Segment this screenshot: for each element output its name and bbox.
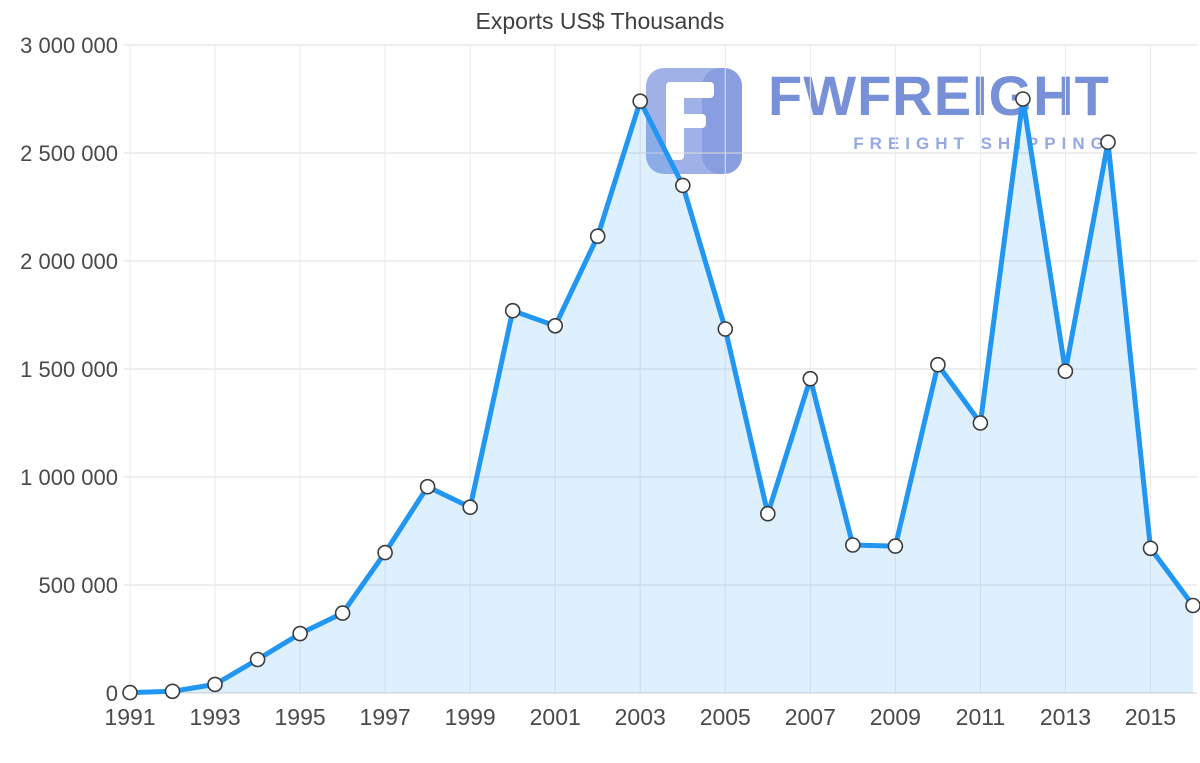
data-point[interactable] [122, 684, 138, 701]
data-point[interactable] [207, 676, 223, 693]
x-axis-label: 2011 [956, 704, 1005, 730]
chart-title: Exports US$ Thousands [475, 8, 725, 34]
data-point[interactable] [1185, 597, 1200, 614]
y-axis-label: 1 500 000 [20, 357, 118, 382]
x-axis-label: 1999 [445, 704, 496, 730]
data-point[interactable] [1057, 363, 1074, 380]
x-axis-label: 1991 [104, 704, 155, 730]
brand-watermark: FWFREIGHT FREIGHT SHIPPING [646, 68, 1110, 174]
data-point[interactable] [972, 415, 989, 431]
data-point[interactable] [717, 321, 734, 337]
x-axis-label: 2009 [870, 704, 921, 730]
data-point[interactable] [334, 605, 351, 621]
watermark-tagline: FREIGHT SHIPPING [853, 134, 1110, 153]
data-point[interactable] [377, 544, 393, 561]
y-axis-label: 2 500 000 [20, 141, 118, 166]
data-point[interactable] [1142, 540, 1159, 557]
x-axis-label: 1995 [274, 704, 325, 730]
x-axis-label: 2001 [530, 704, 581, 730]
data-point[interactable] [504, 302, 521, 319]
x-axis-label: 2013 [1040, 704, 1091, 730]
y-axis-label: 1 000 000 [20, 465, 118, 490]
data-point[interactable] [462, 499, 479, 516]
data-point[interactable] [1100, 134, 1116, 150]
x-axis-label: 2005 [700, 704, 751, 730]
data-point[interactable] [249, 651, 266, 668]
series-area [130, 99, 1193, 693]
y-axis-label: 2 000 000 [20, 249, 118, 274]
series-line [127, 96, 1196, 696]
watermark-text: FWFREIGHT FREIGHT SHIPPING [768, 68, 1110, 154]
x-axis-label: 2003 [615, 704, 666, 730]
y-axis-label: 3 000 000 [20, 33, 118, 58]
data-point[interactable] [632, 93, 649, 109]
logo-f-mid [666, 114, 706, 128]
x-axis-label: 2015 [1125, 704, 1176, 730]
x-axis-label: 1993 [189, 704, 240, 730]
watermark-brand: FWFREIGHT [768, 64, 1110, 127]
y-axis-label: 500 000 [38, 573, 118, 598]
data-point[interactable] [547, 317, 564, 334]
data-point[interactable] [164, 683, 181, 700]
data-point[interactable] [844, 537, 861, 553]
x-axis-label: 1997 [360, 704, 411, 730]
data-point[interactable] [1015, 91, 1031, 107]
y-axis-label: 0 [106, 681, 118, 706]
x-axis-label: 2007 [785, 704, 836, 730]
data-point[interactable] [930, 356, 946, 373]
fwfreight-logo-icon [646, 68, 742, 174]
data-point[interactable] [887, 538, 904, 554]
data-point[interactable] [419, 478, 436, 495]
data-point[interactable] [759, 505, 776, 522]
data-point[interactable] [802, 370, 819, 387]
data-point[interactable] [589, 228, 606, 244]
data-point[interactable] [292, 625, 308, 642]
logo-f-top [666, 82, 714, 98]
data-point[interactable] [674, 177, 691, 194]
